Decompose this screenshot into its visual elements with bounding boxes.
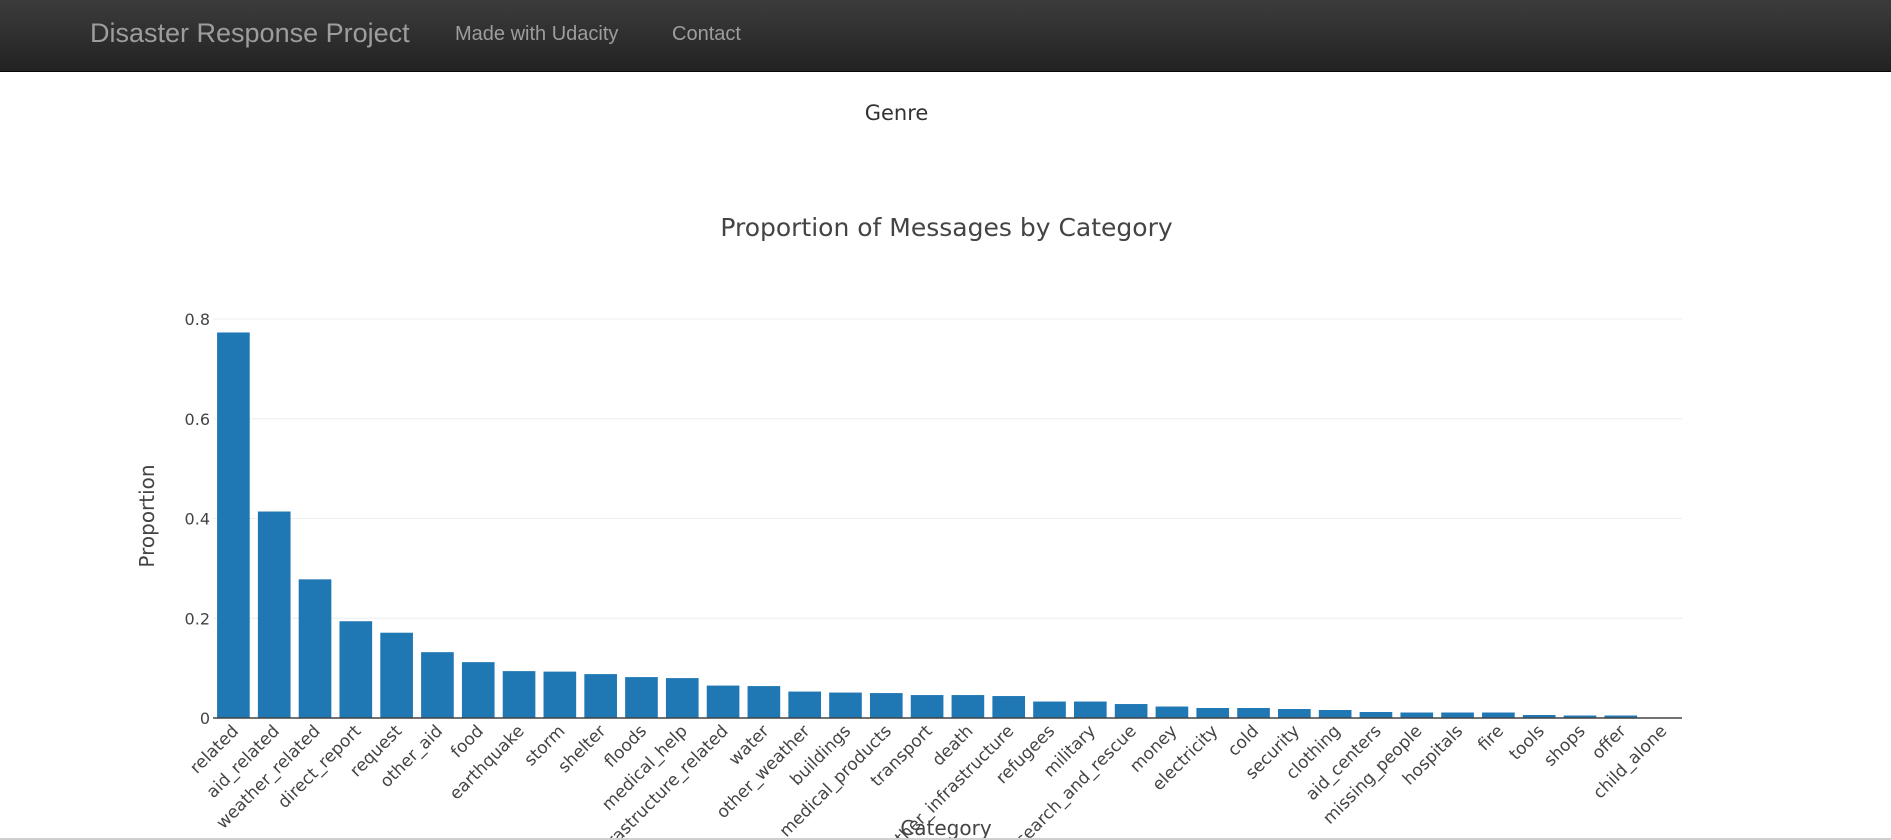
bar-offer[interactable] xyxy=(1604,715,1638,718)
bar-other_infrastructure[interactable] xyxy=(992,696,1026,718)
bar-hospitals[interactable] xyxy=(1441,712,1474,718)
bar-buildings[interactable] xyxy=(829,692,862,718)
top-navbar: Disaster Response Project Made with Udac… xyxy=(0,0,1891,72)
bar-clothing[interactable] xyxy=(1318,710,1352,718)
x-tick-label: fire xyxy=(1474,721,1508,755)
bar-medical_products[interactable] xyxy=(869,693,903,718)
y-tick-labels: 0 0.2 0.4 0.6 0.8 xyxy=(185,310,210,728)
bar-electricity[interactable] xyxy=(1196,708,1230,718)
bar-fire[interactable] xyxy=(1482,712,1515,718)
bar-other_aid[interactable] xyxy=(421,652,454,718)
bar-aid_related[interactable] xyxy=(257,511,291,718)
bar-request[interactable] xyxy=(380,632,413,718)
bars xyxy=(217,332,1638,718)
bar-money[interactable] xyxy=(1155,706,1189,718)
x-tick-label: earthquake xyxy=(446,721,529,804)
y-tick-label: 0.6 xyxy=(185,410,210,429)
gridlines xyxy=(213,318,1682,619)
bar-infrastructure_related[interactable] xyxy=(706,685,740,718)
bar-other_weather[interactable] xyxy=(788,691,822,718)
bar-tools[interactable] xyxy=(1522,715,1556,718)
bar-transport[interactable] xyxy=(910,695,944,718)
bar-military[interactable] xyxy=(1073,701,1107,718)
nav-link-made-with-udacity[interactable]: Made with Udacity xyxy=(455,23,619,45)
bar-floods[interactable] xyxy=(625,677,658,718)
y-tick-label: 0.4 xyxy=(185,510,210,529)
y-tick-label: 0.8 xyxy=(185,310,210,329)
bar-direct_report[interactable] xyxy=(339,621,373,718)
bar-refugees[interactable] xyxy=(1033,701,1066,718)
x-tick-label: shops xyxy=(1540,721,1589,770)
bar-shops[interactable] xyxy=(1563,715,1597,718)
bar-security[interactable] xyxy=(1278,709,1311,718)
y-tick-label: 0 xyxy=(200,709,210,728)
brand-link[interactable]: Disaster Response Project xyxy=(90,18,410,48)
bar-death[interactable] xyxy=(951,695,985,718)
bar-water[interactable] xyxy=(747,686,781,718)
bar-food[interactable] xyxy=(461,662,495,718)
bar-related[interactable] xyxy=(217,332,250,718)
bar-cold[interactable] xyxy=(1237,708,1270,718)
y-tick-label: 0.2 xyxy=(185,609,210,628)
nav-link-contact[interactable]: Contact xyxy=(672,23,741,45)
bar-missing_people[interactable] xyxy=(1400,712,1434,718)
chart-title: Proportion of Messages by Category xyxy=(720,213,1173,242)
bar-storm[interactable] xyxy=(543,671,577,718)
bar-earthquake[interactable] xyxy=(502,671,536,718)
genre-heading: Genre xyxy=(864,101,929,125)
bar-search_and_rescue[interactable] xyxy=(1114,704,1148,718)
x-axis-label: Category xyxy=(900,816,992,840)
bar-shelter[interactable] xyxy=(584,674,617,718)
bar-aid_centers[interactable] xyxy=(1359,712,1393,718)
page-divider xyxy=(0,838,1891,840)
y-axis-label: Proportion xyxy=(135,464,159,567)
bar-weather_related[interactable] xyxy=(298,579,332,718)
bar-medical_help[interactable] xyxy=(665,678,699,718)
